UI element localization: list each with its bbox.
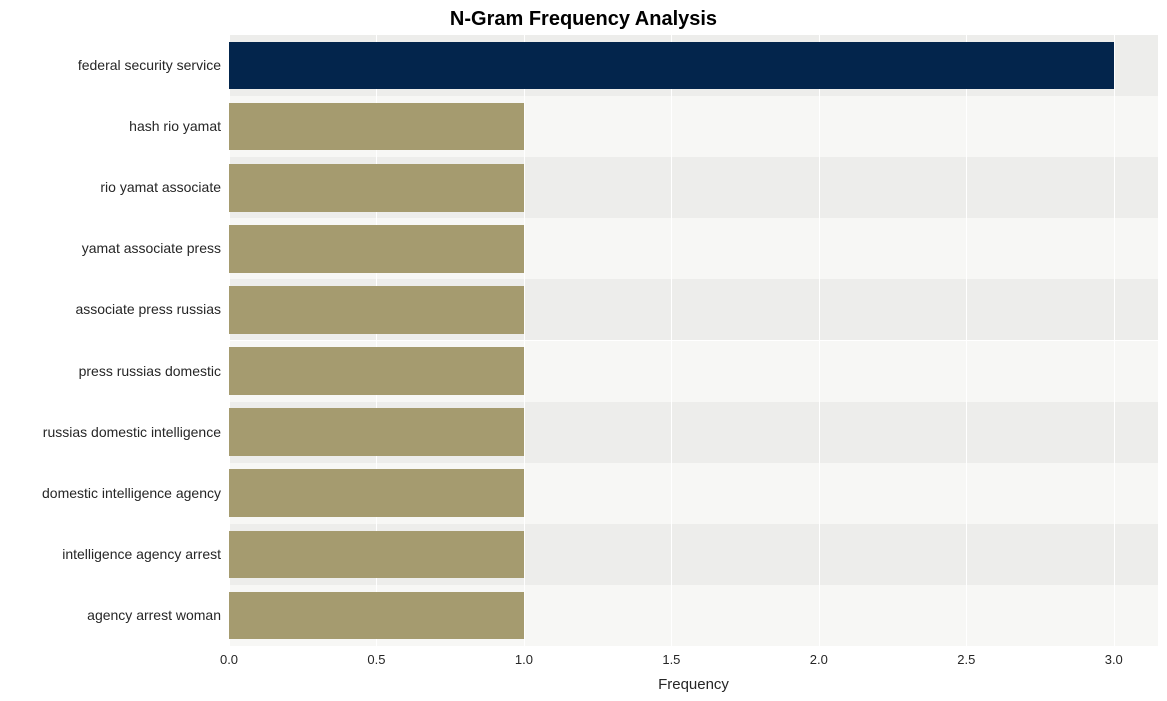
x-axis-label: Frequency bbox=[229, 646, 1158, 693]
y-tick-label: agency arrest woman bbox=[87, 585, 229, 646]
chart-title: N-Gram Frequency Analysis bbox=[0, 8, 1167, 31]
y-tick-label: yamat associate press bbox=[82, 218, 229, 279]
bar bbox=[229, 225, 524, 273]
y-tick-label: russias domestic intelligence bbox=[43, 402, 229, 463]
plot-area: federal security servicehash rio yamatri… bbox=[229, 35, 1158, 646]
bar bbox=[229, 531, 524, 579]
bar bbox=[229, 469, 524, 517]
y-tick-label: associate press russias bbox=[75, 279, 229, 340]
y-tick-label: rio yamat associate bbox=[100, 157, 229, 218]
y-tick-label: domestic intelligence agency bbox=[42, 463, 229, 524]
gridline bbox=[819, 35, 820, 646]
gridline bbox=[524, 35, 525, 646]
y-tick-label: intelligence agency arrest bbox=[62, 524, 229, 585]
y-tick-label: press russias domestic bbox=[79, 341, 229, 402]
gridline bbox=[966, 35, 967, 646]
bar bbox=[229, 592, 524, 640]
chart-container: N-Gram Frequency Analysis federal securi… bbox=[0, 0, 1167, 701]
bar bbox=[229, 164, 524, 212]
gridline bbox=[671, 35, 672, 646]
bar bbox=[229, 408, 524, 456]
bar bbox=[229, 286, 524, 334]
y-tick-label: hash rio yamat bbox=[129, 96, 229, 157]
gridline bbox=[1114, 35, 1115, 646]
bar bbox=[229, 42, 1114, 90]
y-tick-label: federal security service bbox=[78, 35, 229, 96]
bar bbox=[229, 347, 524, 395]
bar bbox=[229, 103, 524, 151]
